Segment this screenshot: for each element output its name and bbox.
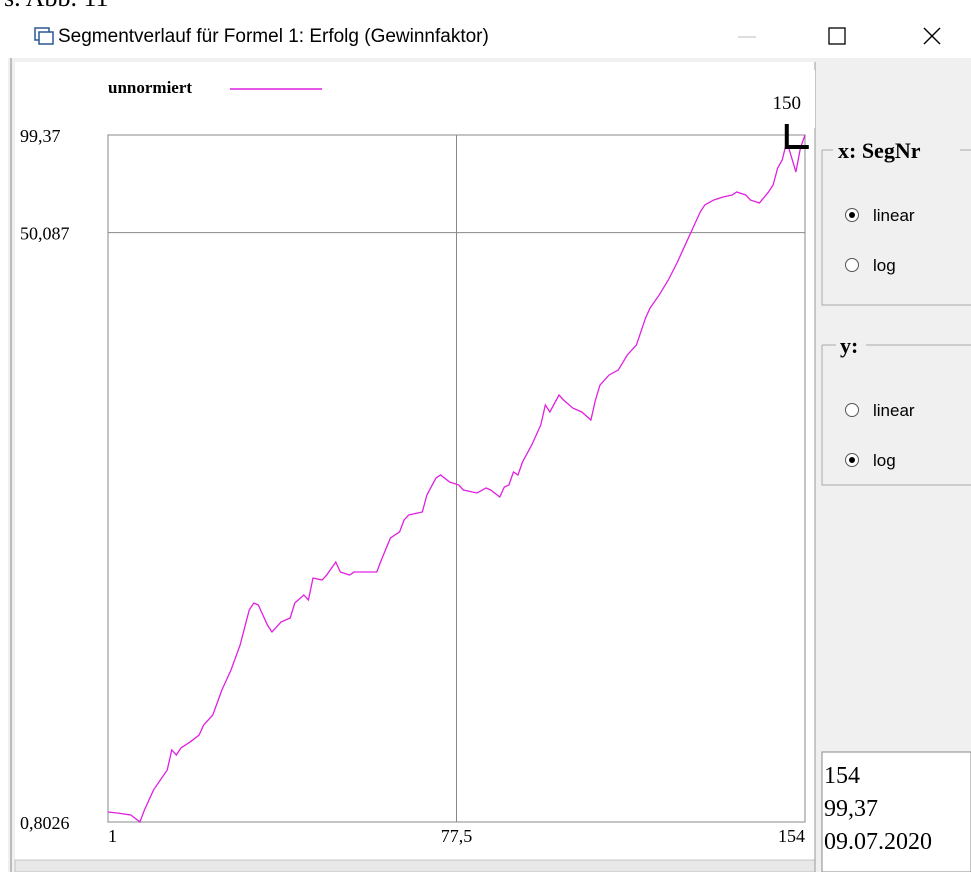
group-title: x: SegNr (838, 138, 921, 163)
radio-button[interactable] (845, 258, 859, 272)
radio-label: linear (873, 401, 915, 420)
y-tick-label: 0,8026 (20, 813, 70, 833)
y-tick-label: 99,37 (20, 126, 61, 146)
group-box (821, 149, 971, 306)
cursor-marker (784, 124, 809, 149)
maximize-button[interactable] (828, 27, 846, 45)
radio-label: linear (873, 206, 915, 225)
radio-label: log (873, 451, 896, 470)
close-button[interactable] (923, 27, 941, 45)
data-line (107, 134, 806, 823)
title-bar: Segmentverlauf für Formel 1: Erfolg (Gew… (34, 26, 941, 47)
window-title: Segmentverlauf für Formel 1: Erfolg (Gew… (58, 26, 489, 47)
readout-line: 99,37 (824, 796, 878, 822)
page-text: s. Abb. 11 (4, 0, 109, 12)
readout-box (821, 751, 971, 872)
legend-label: unnormiert (108, 78, 192, 97)
radio-button[interactable] (845, 403, 859, 417)
readout-line: 154 (824, 763, 860, 789)
app-icon (38, 31, 54, 45)
group-box (821, 344, 971, 486)
y-tick-label: 50,087 (20, 224, 70, 244)
x-tick-label: 77,5 (441, 826, 473, 846)
scroll-strip (14, 859, 816, 872)
readout-line: 09.07.2020 (824, 829, 932, 855)
cursor-label: 150 (773, 93, 802, 114)
group-title: y: (840, 333, 858, 358)
chart-area (15, 62, 815, 860)
radio-dot (849, 212, 855, 218)
x-group: x: SegNr (821, 138, 971, 306)
radio-dot (849, 457, 855, 463)
y-group: y: (821, 333, 971, 486)
x-tick-label: 1 (108, 826, 117, 846)
cursor-label-box (775, 70, 815, 128)
radio-label: log (873, 256, 896, 275)
x-tick-label: 154 (778, 826, 805, 846)
